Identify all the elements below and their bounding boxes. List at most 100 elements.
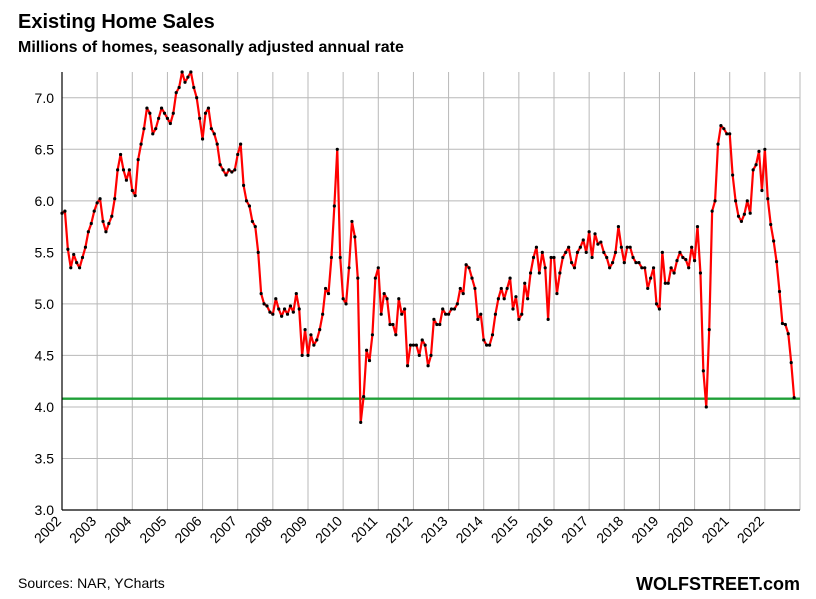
data-marker [623, 261, 626, 264]
data-marker [180, 70, 183, 73]
x-tick-label: 2022 [734, 513, 767, 546]
data-marker [579, 246, 582, 249]
data-marker [315, 338, 318, 341]
data-marker [787, 332, 790, 335]
data-marker [526, 297, 529, 300]
data-marker [260, 292, 263, 295]
data-marker [722, 127, 725, 130]
data-marker [84, 246, 87, 249]
data-marker [415, 344, 418, 347]
data-marker [312, 344, 315, 347]
data-marker [520, 313, 523, 316]
data-marker [142, 127, 145, 130]
data-marker [236, 153, 239, 156]
data-marker [104, 230, 107, 233]
data-marker [362, 395, 365, 398]
x-tick-label: 2006 [171, 513, 204, 546]
data-marker [708, 328, 711, 331]
data-marker [763, 148, 766, 151]
data-marker [503, 297, 506, 300]
data-marker [608, 266, 611, 269]
x-tick-label: 2015 [488, 513, 521, 546]
data-marker [412, 344, 415, 347]
data-marker [350, 220, 353, 223]
source-label: Sources: NAR, YCharts [18, 575, 165, 591]
data-marker [769, 223, 772, 226]
data-marker [233, 168, 236, 171]
data-marker [116, 168, 119, 171]
y-tick-label: 6.0 [35, 193, 55, 209]
data-marker [113, 197, 116, 200]
data-marker [602, 251, 605, 254]
data-marker [178, 86, 181, 89]
data-marker [289, 304, 292, 307]
data-marker [98, 197, 101, 200]
data-marker [374, 277, 377, 280]
data-marker [69, 266, 72, 269]
x-tick-label: 2012 [382, 513, 415, 546]
data-marker [453, 307, 456, 310]
data-marker [78, 266, 81, 269]
y-tick-label: 5.0 [35, 296, 55, 312]
x-tick-label: 2013 [417, 513, 450, 546]
data-marker [649, 277, 652, 280]
data-marker [711, 210, 714, 213]
data-marker [447, 313, 450, 316]
data-marker [754, 163, 757, 166]
x-tick-label: 2003 [66, 513, 99, 546]
data-marker [646, 287, 649, 290]
data-marker [529, 271, 532, 274]
data-marker [541, 251, 544, 254]
data-marker [784, 323, 787, 326]
data-marker [189, 70, 192, 73]
data-marker [699, 271, 702, 274]
data-marker [511, 307, 514, 310]
data-marker [781, 322, 784, 325]
data-marker [690, 246, 693, 249]
data-marker [585, 251, 588, 254]
data-marker [90, 222, 93, 225]
x-tick-label: 2009 [277, 513, 310, 546]
data-marker [517, 318, 520, 321]
data-marker [555, 292, 558, 295]
data-marker [303, 328, 306, 331]
data-marker [198, 117, 201, 120]
data-marker [450, 307, 453, 310]
x-tick-label: 2014 [452, 513, 485, 546]
data-marker [169, 122, 172, 125]
data-marker [377, 266, 380, 269]
data-marker [570, 261, 573, 264]
data-marker [670, 266, 673, 269]
data-marker [353, 235, 356, 238]
data-marker [265, 304, 268, 307]
data-marker [385, 297, 388, 300]
watermark: WOLFSTREET.com [636, 574, 800, 594]
data-marker [216, 143, 219, 146]
data-marker [596, 243, 599, 246]
data-marker [491, 333, 494, 336]
chart-subtitle: Millions of homes, seasonally adjusted a… [18, 39, 404, 56]
data-marker [371, 333, 374, 336]
data-marker [356, 277, 359, 280]
data-marker [494, 313, 497, 316]
data-marker [391, 323, 394, 326]
data-marker [221, 168, 224, 171]
data-marker [324, 287, 327, 290]
x-tick-label: 2021 [698, 513, 731, 546]
data-marker [640, 266, 643, 269]
data-marker [631, 256, 634, 259]
data-marker [339, 256, 342, 259]
data-marker [582, 238, 585, 241]
data-marker [160, 106, 163, 109]
data-marker [139, 143, 142, 146]
data-marker [201, 137, 204, 140]
data-marker [175, 91, 178, 94]
data-marker [547, 318, 550, 321]
data-marker [549, 256, 552, 259]
data-marker [746, 199, 749, 202]
data-marker [643, 266, 646, 269]
data-marker [611, 261, 614, 264]
data-marker [239, 143, 242, 146]
x-tick-label: 2004 [101, 513, 134, 546]
data-marker [766, 197, 769, 200]
